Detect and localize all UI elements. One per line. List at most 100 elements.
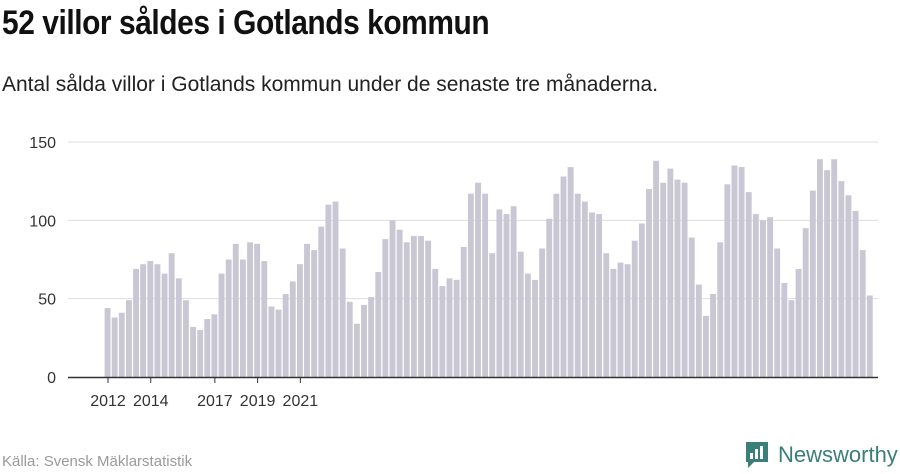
bar (524, 273, 531, 377)
bar (767, 217, 774, 377)
bar (624, 264, 631, 377)
x-tick-label: 2019 (240, 393, 276, 410)
bar (581, 201, 588, 377)
y-tick-label: 100 (29, 213, 56, 230)
source-note: Källa: Svensk Mäklarstatistik (2, 453, 193, 470)
bar (304, 243, 310, 377)
bar (539, 248, 546, 377)
bar (325, 204, 332, 377)
brand-logo[interactable]: Newsworthy (744, 440, 898, 470)
bar (852, 210, 859, 377)
bar (574, 193, 581, 377)
bar (489, 253, 496, 377)
bar (218, 273, 225, 377)
bar (353, 323, 360, 377)
bar (460, 246, 467, 377)
bar (346, 301, 353, 377)
bar (752, 214, 759, 377)
bar (560, 176, 567, 377)
brand-name: Newsworthy (778, 442, 898, 467)
bar (439, 286, 446, 377)
bar (731, 165, 738, 377)
bar (410, 236, 417, 377)
bar (204, 319, 211, 377)
bar (118, 312, 125, 377)
bar (339, 248, 346, 377)
bar (282, 293, 289, 377)
bar (147, 261, 154, 377)
bar (296, 264, 303, 377)
bar (211, 314, 218, 377)
bar (161, 273, 168, 377)
y-tick-label: 0 (47, 370, 56, 387)
bar (638, 223, 645, 377)
bar (168, 253, 175, 377)
bar (361, 304, 367, 377)
bar (802, 228, 809, 377)
bar (425, 240, 432, 377)
bar (596, 214, 603, 377)
bar (111, 317, 118, 377)
page-subtitle: Antal sålda villor i Gotlands kommun und… (2, 73, 659, 96)
bar (717, 242, 724, 377)
bar (467, 193, 474, 377)
bar (667, 168, 674, 377)
bar (674, 179, 681, 377)
bar (232, 243, 239, 377)
bar (432, 268, 439, 377)
y-tick-label: 50 (38, 292, 56, 309)
newsworthy-logo-icon (746, 442, 768, 468)
bar (653, 160, 660, 377)
bar (503, 214, 510, 377)
bar (446, 278, 453, 377)
bar (710, 293, 717, 377)
bar (774, 248, 781, 377)
bar (838, 181, 845, 377)
x-tick-label: 2012 (90, 393, 126, 410)
y-tick-label: 150 (29, 135, 56, 152)
bar (866, 295, 873, 377)
bar (154, 264, 161, 377)
bar (617, 262, 624, 377)
bar (453, 279, 460, 377)
x-tick-label: 2014 (133, 393, 169, 410)
page-title: 52 villor såldes i Gotlands kommun (2, 4, 490, 42)
bar (703, 315, 709, 377)
bar (289, 281, 296, 377)
bar (795, 268, 802, 377)
bar (845, 195, 852, 377)
bar (589, 212, 595, 377)
bar (403, 242, 410, 377)
bar (125, 300, 132, 377)
bar (268, 306, 275, 377)
bar (254, 243, 261, 377)
bar (567, 167, 574, 377)
bar (695, 284, 702, 377)
bar (382, 239, 389, 377)
bar (182, 300, 189, 377)
bar (225, 259, 232, 377)
bar-chart: 0 50 100 150 52 2012 2014 2017 2019 2021 (29, 0, 893, 410)
bar (332, 201, 339, 377)
bar (831, 159, 838, 377)
bar (553, 193, 560, 377)
bar (311, 250, 318, 377)
bar (104, 308, 111, 377)
bar (197, 330, 204, 377)
bar (496, 209, 503, 377)
bar (318, 226, 325, 377)
bar (688, 237, 695, 377)
bar (532, 279, 538, 377)
bar (745, 192, 752, 377)
bar (646, 189, 652, 377)
bar (510, 206, 517, 377)
bar (859, 250, 866, 377)
bar (389, 220, 396, 377)
bar (261, 261, 268, 377)
bar (175, 278, 182, 377)
bar (809, 190, 816, 377)
bar (546, 218, 553, 377)
x-tick-label: 2017 (197, 393, 233, 410)
bar (781, 283, 788, 377)
bar (817, 159, 823, 377)
